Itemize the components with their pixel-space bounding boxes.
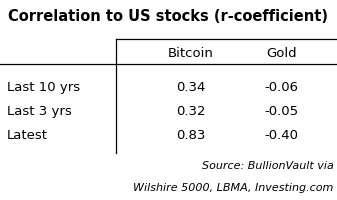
Text: Latest: Latest — [7, 129, 48, 141]
Text: 0.34: 0.34 — [176, 81, 205, 93]
Text: 0.32: 0.32 — [176, 105, 205, 117]
Text: Wilshire 5000, LBMA, Investing.com: Wilshire 5000, LBMA, Investing.com — [133, 182, 334, 192]
Text: -0.05: -0.05 — [264, 105, 299, 117]
Text: Gold: Gold — [266, 47, 297, 59]
Text: Last 3 yrs: Last 3 yrs — [7, 105, 71, 117]
Text: -0.06: -0.06 — [265, 81, 298, 93]
Text: Last 10 yrs: Last 10 yrs — [7, 81, 80, 93]
Text: Source: BullionVault via: Source: BullionVault via — [202, 160, 334, 170]
Text: -0.40: -0.40 — [265, 129, 298, 141]
Text: Correlation to US stocks (r-coefficient): Correlation to US stocks (r-coefficient) — [8, 9, 329, 24]
Text: Bitcoin: Bitcoin — [167, 47, 213, 59]
Text: 0.83: 0.83 — [176, 129, 205, 141]
